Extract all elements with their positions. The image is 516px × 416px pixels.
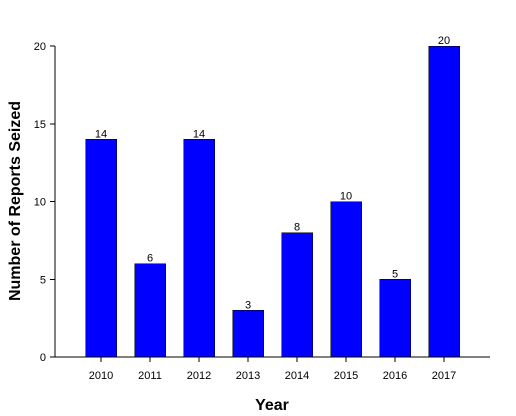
- bar-2011: [134, 263, 166, 358]
- data-label-2011: 6: [147, 253, 153, 265]
- data-label-2016: 5: [392, 268, 398, 280]
- data-label-2017: 20: [438, 35, 450, 47]
- y-axis-title: Number of Reports Seized: [7, 101, 24, 301]
- x-tick-label-2011: 2011: [138, 370, 162, 382]
- data-label-2013: 3: [245, 299, 251, 311]
- y-tick-label-20: 20: [34, 41, 46, 53]
- data-label-2010: 14: [95, 128, 107, 140]
- x-tick-label-2010: 2010: [89, 370, 113, 382]
- bar-2010: [85, 139, 117, 358]
- x-tick-label-2016: 2016: [383, 370, 407, 382]
- x-tick-label-2013: 2013: [236, 370, 260, 382]
- x-ticks-group: 2010 2011 2012 2013 2014 2015 2016 2017: [89, 357, 456, 382]
- bar-2013: [232, 310, 264, 358]
- bars-group: [85, 45, 460, 358]
- x-tick-label-2017: 2017: [432, 370, 456, 382]
- x-tick-label-2015: 2015: [334, 370, 358, 382]
- data-label-2014: 8: [294, 222, 300, 234]
- y-tick-label-0: 0: [40, 352, 46, 364]
- x-tick-label-2012: 2012: [187, 370, 211, 382]
- bar-2014: [281, 232, 313, 358]
- x-tick-label-2014: 2014: [285, 370, 309, 382]
- data-label-2012: 14: [193, 128, 205, 140]
- y-tick-label-15: 15: [34, 119, 46, 131]
- y-tick-label-10: 10: [34, 197, 46, 209]
- bar-2015: [330, 201, 362, 358]
- bar-2016: [379, 279, 411, 358]
- y-tick-label-5: 5: [40, 274, 46, 286]
- y-ticks-group: 0 5 10 15 20: [34, 41, 55, 364]
- data-label-2015: 10: [340, 191, 352, 203]
- bar-2012: [183, 139, 215, 358]
- bar-2017: [428, 45, 460, 358]
- data-labels-group: 14 6 14 3 8 10 5 20: [95, 35, 450, 311]
- x-axis-title: Year: [255, 397, 289, 414]
